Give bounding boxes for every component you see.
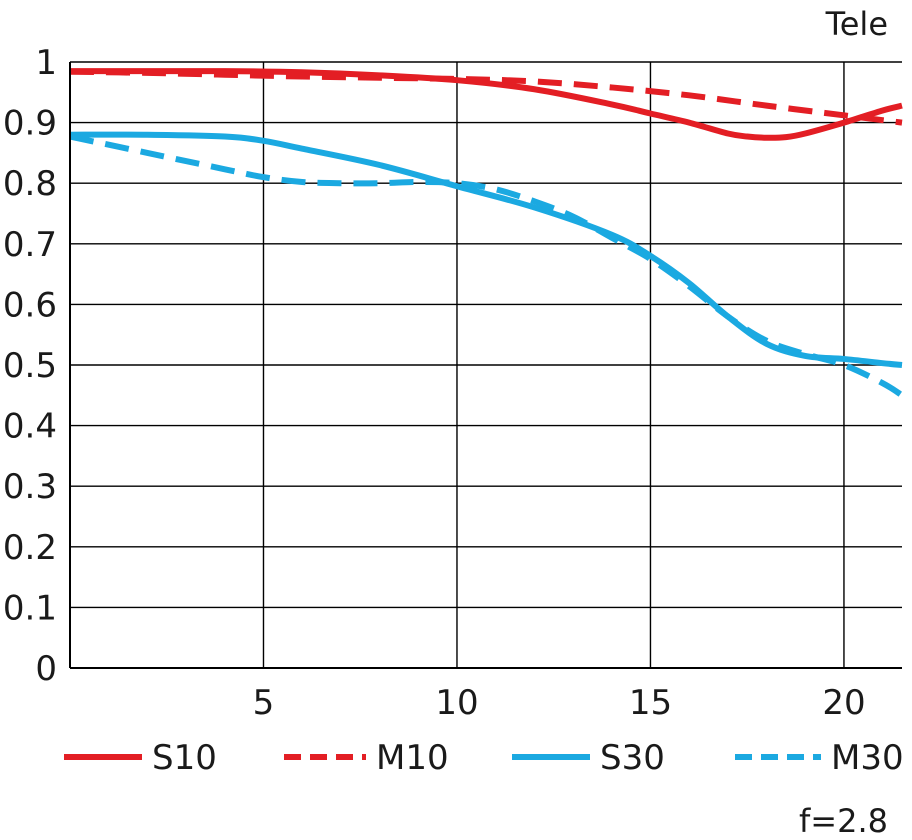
legend-item-s30: S30 [512, 738, 665, 778]
tick-labels: 00.10.20.30.40.50.60.70.80.915 10 15 20 [3, 43, 866, 723]
chart-title: Tele [825, 5, 888, 43]
y-tick-label: 0.4 [3, 407, 57, 447]
legend-label: S30 [600, 738, 665, 778]
legend-label: M10 [376, 738, 449, 778]
series-line-s30 [69, 131, 903, 368]
legend: S10 M10 S30 M30 [64, 738, 904, 778]
series-line-s10 [70, 68, 903, 141]
series-line-m10 [69, 68, 903, 126]
y-tick-label: 0.8 [3, 164, 57, 204]
aperture-annotation: f=2.8 [799, 802, 888, 840]
series-layer [69, 68, 904, 398]
axes [69, 62, 902, 669]
grid [70, 61, 902, 668]
legend-label: M30 [831, 738, 904, 778]
x-tick-label: 10 [435, 683, 478, 723]
legend-item-m10: M10 [284, 738, 449, 778]
x-tick-label: 15 [629, 683, 672, 723]
y-tick-label: 0.7 [3, 225, 57, 265]
series-line-m30 [69, 133, 904, 398]
y-tick-label: 0.9 [3, 104, 57, 144]
y-tick-label: 0.1 [3, 588, 57, 628]
y-tick-label: 0.6 [3, 285, 57, 325]
y-tick-label: 0.3 [3, 467, 57, 507]
y-tick-label: 1 [35, 43, 57, 83]
y-tick-label: 0.2 [3, 528, 57, 568]
legend-item-s10: S10 [64, 738, 217, 778]
legend-item-m30: M30 [735, 738, 904, 778]
y-tick-label: 0 [35, 649, 57, 689]
y-tick-label: 0.5 [3, 346, 57, 386]
x-tick-label: 20 [822, 683, 865, 723]
legend-label: S10 [152, 738, 217, 778]
x-tick-label: 5 [253, 683, 275, 723]
